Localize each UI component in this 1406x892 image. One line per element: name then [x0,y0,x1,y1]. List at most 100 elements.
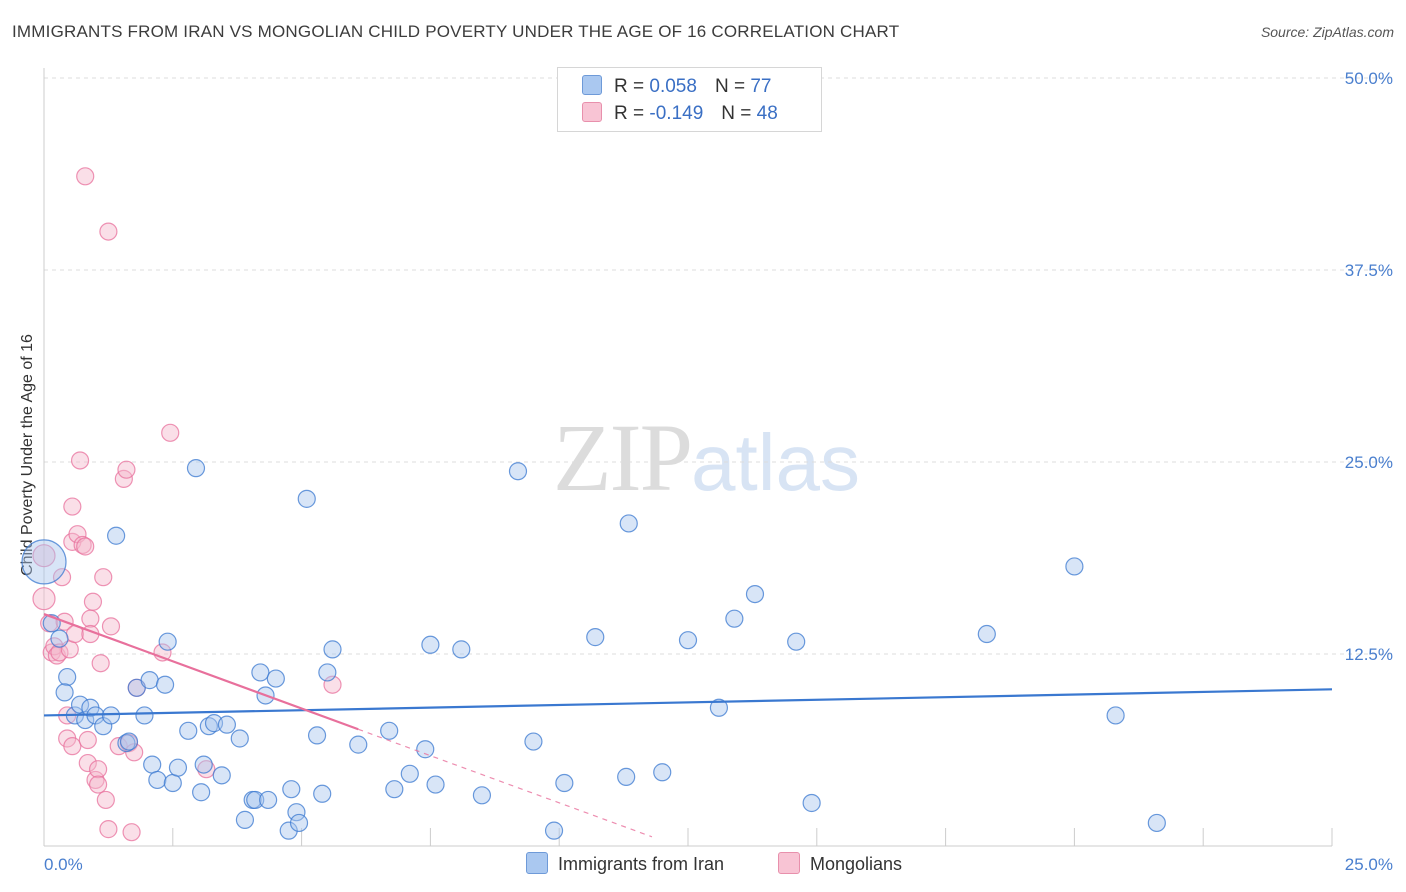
y-tick-label: 12.5% [1345,645,1393,664]
iran-point [1065,557,1084,576]
iran-point [1147,813,1166,833]
mongolians-point [83,592,103,611]
iran-point [279,821,298,840]
iran-point [318,663,337,682]
legend-n-value: 77 [750,76,772,97]
legend-r-label: R = [614,103,645,124]
mongolians-point [94,568,113,587]
mongolians-point [32,544,56,568]
iran-point [135,706,154,725]
y-tick-label: 50.0% [1345,69,1393,88]
iran-point [400,764,419,783]
x-tick-label-min: 0.0% [44,855,83,874]
iran-point [313,784,332,803]
watermark-zip: ZIP [553,404,693,511]
iran-points [21,459,1166,840]
iran-point [586,628,605,647]
mongolians-point [76,537,95,556]
mongolians-point [76,167,95,186]
iran-point [58,667,77,687]
iran-point [212,766,231,785]
iran-point [977,624,996,644]
x-tick-label-max: 25.0% [1345,855,1393,874]
iran-point [289,813,309,833]
iran-point [385,780,404,799]
iran-point [246,790,265,810]
mongolians-point [125,743,144,762]
chart-title: IMMIGRANTS FROM IRAN VS MONGOLIAN CHILD … [12,22,900,41]
iran-point [1106,706,1125,725]
y-tick-label: 37.5% [1345,261,1393,280]
iran-point [802,793,821,813]
iran-point [297,489,316,508]
legend-swatch-iran [582,75,602,95]
legend-n-label: N = [721,103,752,124]
mongolians-point [50,643,69,662]
iran-point [421,635,440,654]
iran-point [709,698,729,717]
iran-point [266,669,285,688]
mongolians-trend-line [43,613,359,731]
iran-point [155,675,175,694]
iran-point [107,526,126,545]
bottom-legend-iran: Immigrants from Iran [526,852,724,875]
iran-point [168,758,188,777]
iran-point [544,821,564,840]
iran-point [426,775,445,794]
iran-point [119,732,139,751]
iran-point [199,717,218,736]
iran-point [287,803,306,822]
iran-point [282,780,301,799]
iran-point [555,773,574,793]
iran-point [148,770,167,790]
iran-point [380,721,399,740]
mongolians-point [63,497,82,516]
iran-point [617,767,636,786]
source-label: Source: ZipAtlas.com [1260,24,1394,40]
trend-lines [43,613,1333,838]
legend-n-value: 48 [756,103,778,124]
mongolians-point [101,617,121,636]
grid-lines [44,77,1392,655]
mongolians-point [88,760,108,779]
iran-point [349,735,368,754]
legend-swatch-mongolians [582,102,602,122]
mongolians-point [63,737,82,756]
mongolians-point [78,730,97,750]
iran-point [416,740,435,759]
iran-point [619,514,638,533]
mongolians-point [122,823,141,842]
iran-point [50,629,69,648]
bottom-legend-swatch-iran [526,852,548,874]
mongolians-point [161,423,180,442]
iran-point [251,663,270,682]
iran-point [725,609,744,628]
iran-point [472,786,492,805]
y-tick-label: 25.0% [1345,453,1393,472]
iran-point [235,810,255,829]
legend-r-value: -0.149 [649,103,704,124]
iran-point [508,462,528,481]
mongolians-point [99,820,118,839]
mongolians-point [91,654,110,673]
correlation-legend: R = 0.058 N = 77 R = -0.149 N = 48 [557,67,822,132]
iran-trend-line [43,688,1333,717]
iran-point [230,729,249,748]
iran-point [163,773,182,793]
iran-point [101,706,121,725]
iran-point [323,640,342,659]
iran-point [452,640,471,659]
tick-labels: 12.5% 25.0% 37.5% 50.0% 0.0% 25.0% [44,69,1393,874]
mongolians-point [99,222,118,241]
iran-point [179,721,198,740]
iran-point [186,459,206,478]
mongolians-point [70,451,90,470]
legend-row-iran: R = 0.058 N = 77 [582,75,771,101]
mongolians-point [81,609,100,628]
iran-point [140,671,159,690]
mongolians-trend-extension [358,728,653,838]
mongolians-point [78,753,97,773]
iran-point [194,755,213,774]
iran-point [524,732,543,751]
